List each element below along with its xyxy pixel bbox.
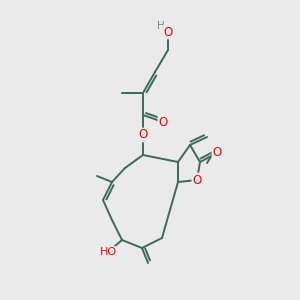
Text: O: O: [212, 146, 222, 160]
Text: H: H: [157, 21, 165, 31]
Text: HO: HO: [99, 247, 117, 257]
Text: O: O: [164, 26, 172, 38]
Text: O: O: [138, 128, 148, 142]
Text: O: O: [158, 116, 168, 128]
Text: O: O: [192, 173, 202, 187]
